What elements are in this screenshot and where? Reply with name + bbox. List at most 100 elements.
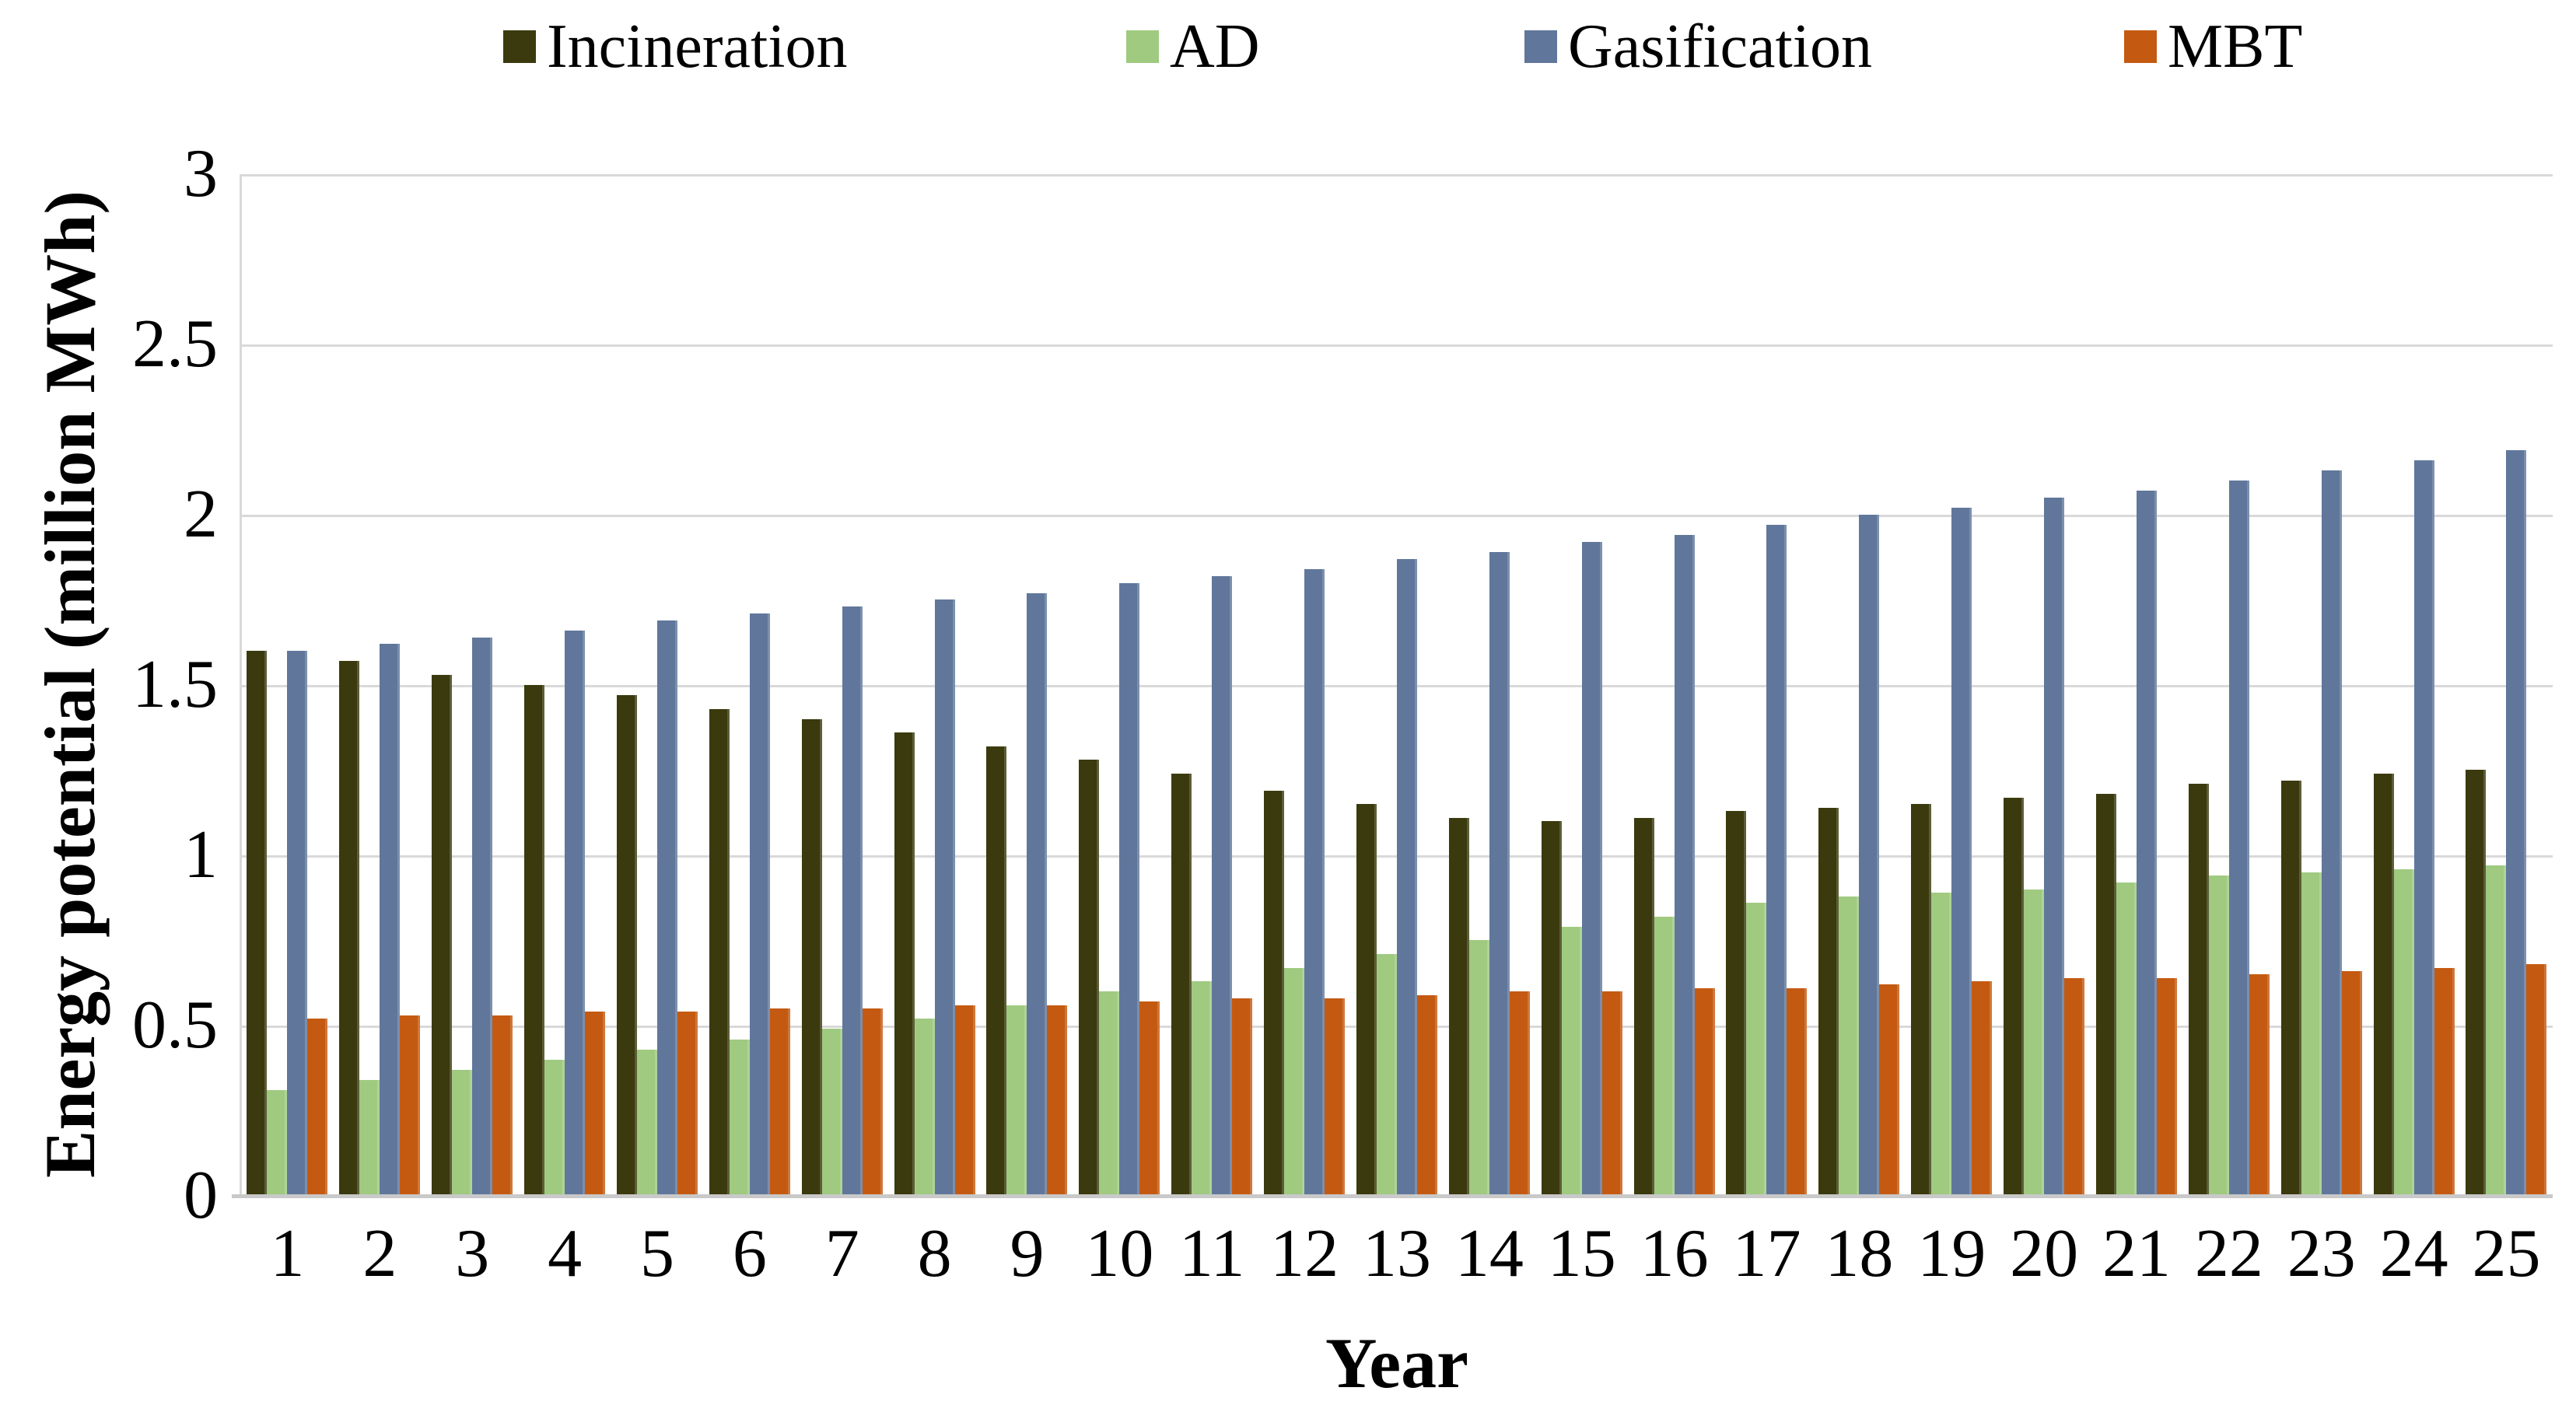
bar-incineration-year-6: [709, 709, 730, 1196]
plot-area: [232, 174, 2553, 1198]
legend-label-ad: AD: [1170, 12, 1260, 81]
x-tick-label: 9: [1010, 1216, 1045, 1291]
bar-mbt-year-16: [1694, 988, 1715, 1196]
bar-group-year-16: [1628, 174, 1720, 1196]
bar-gasification-year-18: [1859, 515, 1880, 1196]
x-tick-label: 23: [2287, 1216, 2356, 1291]
bar-group-year-22: [2182, 174, 2275, 1196]
x-tick-label: 1: [270, 1216, 305, 1291]
x-axis-title: Year: [1325, 1323, 1468, 1403]
bar-group-year-21: [2091, 174, 2183, 1196]
bar-group-year-3: [426, 174, 519, 1196]
bar-ad-year-18: [1839, 896, 1860, 1196]
bar-ad-year-8: [914, 1019, 935, 1196]
bar-incineration-year-8: [894, 732, 915, 1196]
legend-item-gasification: Gasification: [1524, 12, 1872, 81]
bar-group-year-4: [519, 174, 611, 1196]
bar-ad-year-24: [2393, 869, 2414, 1196]
bar-mbt-year-4: [585, 1012, 606, 1196]
bar-incineration-year-23: [2280, 781, 2301, 1196]
x-tick-label: 8: [917, 1216, 952, 1291]
bar-gasification-year-11: [1212, 576, 1233, 1196]
bar-incineration-year-10: [1079, 760, 1100, 1196]
bar-mbt-year-24: [2434, 968, 2455, 1196]
bar-gasification-year-7: [842, 606, 863, 1196]
bar-mbt-year-13: [1416, 995, 1437, 1196]
bar-groups: [241, 174, 2553, 1196]
x-tick-label: 21: [2102, 1216, 2171, 1291]
bar-group-year-8: [888, 174, 981, 1196]
bar-group-year-23: [2275, 174, 2368, 1196]
bar-ad-year-15: [1561, 927, 1582, 1196]
bar-gasification-year-10: [1119, 583, 1140, 1196]
x-tick-label: 7: [824, 1216, 859, 1291]
x-tick-label: 19: [1917, 1216, 1986, 1291]
x-tick-label: 5: [639, 1216, 674, 1291]
bar-ad-year-14: [1468, 940, 1489, 1196]
y-tick-label: 3: [184, 136, 218, 211]
bar-mbt-year-21: [2156, 978, 2177, 1196]
legend-label-mbt: MBT: [2168, 12, 2303, 81]
bar-ad-year-1: [267, 1090, 288, 1196]
bar-mbt-year-8: [954, 1005, 975, 1196]
bar-group-year-12: [1258, 174, 1351, 1196]
bar-mbt-year-14: [1509, 991, 1530, 1196]
x-tick-label: 10: [1085, 1216, 1154, 1291]
bar-ad-year-17: [1746, 903, 1767, 1196]
bar-gasification-year-24: [2413, 460, 2434, 1196]
bar-gasification-year-5: [656, 620, 677, 1196]
bar-group-year-24: [2368, 174, 2460, 1196]
bar-group-year-18: [1813, 174, 1906, 1196]
bar-mbt-year-22: [2249, 974, 2270, 1196]
bar-ad-year-5: [636, 1050, 657, 1196]
x-tick-label: 22: [2194, 1216, 2263, 1291]
bar-group-year-1: [241, 174, 334, 1196]
bar-gasification-year-16: [1674, 535, 1695, 1196]
legend-item-mbt: MBT: [2124, 12, 2303, 81]
bar-incineration-year-16: [1633, 818, 1654, 1196]
x-tick-label: 13: [1362, 1216, 1431, 1291]
bar-ad-year-6: [729, 1040, 750, 1196]
y-tick-label: 2.5: [132, 306, 218, 382]
x-tick-label: 18: [1825, 1216, 1894, 1291]
bar-mbt-year-12: [1325, 998, 1346, 1196]
legend-marker-ad-icon: [1126, 30, 1159, 63]
x-tick-label: 3: [455, 1216, 490, 1291]
bar-mbt-year-19: [1972, 981, 1993, 1196]
bar-gasification-year-8: [934, 599, 955, 1196]
bar-mbt-year-10: [1139, 1001, 1160, 1196]
bar-incineration-year-13: [1356, 804, 1377, 1196]
bar-mbt-year-23: [2341, 971, 2362, 1196]
bar-group-year-9: [981, 174, 1073, 1196]
bar-ad-year-22: [2208, 876, 2229, 1196]
y-axis-line: [240, 174, 242, 1196]
bar-ad-year-4: [544, 1060, 565, 1196]
bar-gasification-year-22: [2228, 481, 2249, 1196]
legend-marker-gasification-icon: [1524, 30, 1557, 63]
bar-ad-year-2: [359, 1080, 380, 1196]
bar-incineration-year-17: [1726, 811, 1747, 1196]
bar-ad-year-20: [2024, 889, 2045, 1196]
bar-gasification-year-19: [1951, 508, 1972, 1196]
bar-gasification-year-14: [1489, 552, 1510, 1196]
bar-ad-year-11: [1192, 981, 1213, 1196]
bar-gasification-year-21: [2136, 491, 2157, 1196]
bar-ad-year-19: [1931, 893, 1952, 1196]
bar-incineration-year-25: [2466, 770, 2487, 1196]
bar-incineration-year-21: [2095, 794, 2116, 1196]
x-tick-label: 12: [1270, 1216, 1339, 1291]
bar-gasification-year-9: [1027, 593, 1048, 1196]
bar-incineration-year-4: [524, 685, 545, 1196]
bar-group-year-10: [1073, 174, 1166, 1196]
bar-gasification-year-3: [472, 638, 493, 1196]
y-tick-label: 1.5: [132, 647, 218, 722]
bar-ad-year-21: [2116, 882, 2137, 1196]
bar-gasification-year-2: [380, 644, 401, 1196]
bar-incineration-year-19: [1911, 804, 1932, 1196]
bar-incineration-year-2: [339, 661, 360, 1196]
bar-gasification-year-25: [2506, 450, 2527, 1196]
bar-group-year-15: [1535, 174, 1628, 1196]
bar-group-year-2: [334, 174, 426, 1196]
y-tick-label: 0: [184, 1158, 218, 1233]
